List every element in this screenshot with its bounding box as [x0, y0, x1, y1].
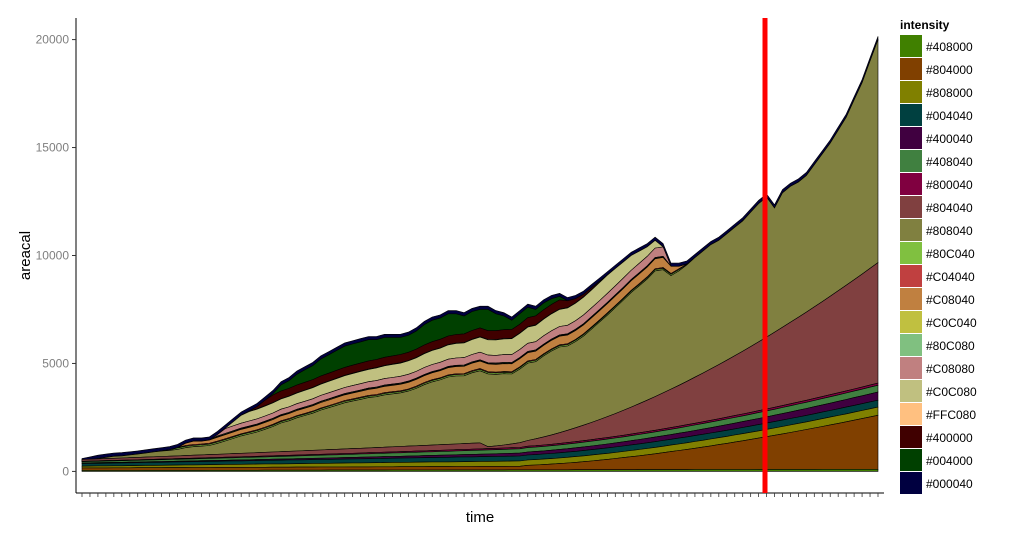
legend-swatch [900, 150, 922, 172]
legend-label: #800040 [926, 178, 973, 192]
legend-label: #C0C080 [926, 385, 977, 399]
legend-label: #80C080 [926, 339, 975, 353]
legend-swatch [900, 35, 922, 57]
legend-label: #C0C040 [926, 316, 977, 330]
legend-swatch [900, 380, 922, 402]
legend-swatch [900, 288, 922, 310]
legend-swatch [900, 219, 922, 241]
legend-swatch [900, 58, 922, 80]
y-tick-label: 0 [62, 464, 69, 478]
x-axis-title: time [466, 509, 494, 526]
y-tick-label: 20000 [36, 33, 70, 47]
legend-label: #408000 [926, 40, 973, 54]
legend-label: #400000 [926, 431, 973, 445]
legend-swatch [900, 196, 922, 218]
legend-label: #C08040 [926, 293, 975, 307]
legend-label: #804000 [926, 63, 973, 77]
legend-swatch [900, 426, 922, 448]
y-tick-label: 15000 [36, 141, 70, 155]
legend-label: #80C040 [926, 247, 975, 261]
legend-swatch [900, 242, 922, 264]
y-tick-label: 5000 [42, 356, 69, 370]
y-axis-title: areacal [17, 231, 34, 280]
y-tick-label: 10000 [36, 249, 70, 263]
legend-swatch [900, 173, 922, 195]
area-408000 [81, 469, 879, 472]
legend-label: #808040 [926, 224, 973, 238]
area-layers [81, 36, 879, 472]
legend-label: #004040 [926, 109, 973, 123]
legend-title: intensity [900, 18, 950, 32]
legend-swatch [900, 311, 922, 333]
legend-swatch [900, 81, 922, 103]
legend-swatch [900, 449, 922, 471]
legend-swatch [900, 472, 922, 494]
legend-label: #408040 [926, 155, 973, 169]
legend-swatch [900, 127, 922, 149]
legend-label: #400040 [926, 132, 973, 146]
legend-label: #000040 [926, 477, 973, 491]
axes: 0 5000 10000 15000 20000 [36, 18, 884, 497]
legend-swatch [900, 334, 922, 356]
legend-label: #808000 [926, 86, 973, 100]
legend-label: #C04040 [926, 270, 975, 284]
legend: intensity #408000 #804000 #808000 #004040 #4… [900, 18, 977, 494]
legend-swatch [900, 403, 922, 425]
legend-swatch [900, 265, 922, 287]
legend-swatch [900, 357, 922, 379]
legend-label: #004000 [926, 454, 973, 468]
legend-label: #C08080 [926, 362, 975, 376]
legend-label: #FFC080 [926, 408, 976, 422]
legend-swatch [900, 104, 922, 126]
legend-label: #804040 [926, 201, 973, 215]
